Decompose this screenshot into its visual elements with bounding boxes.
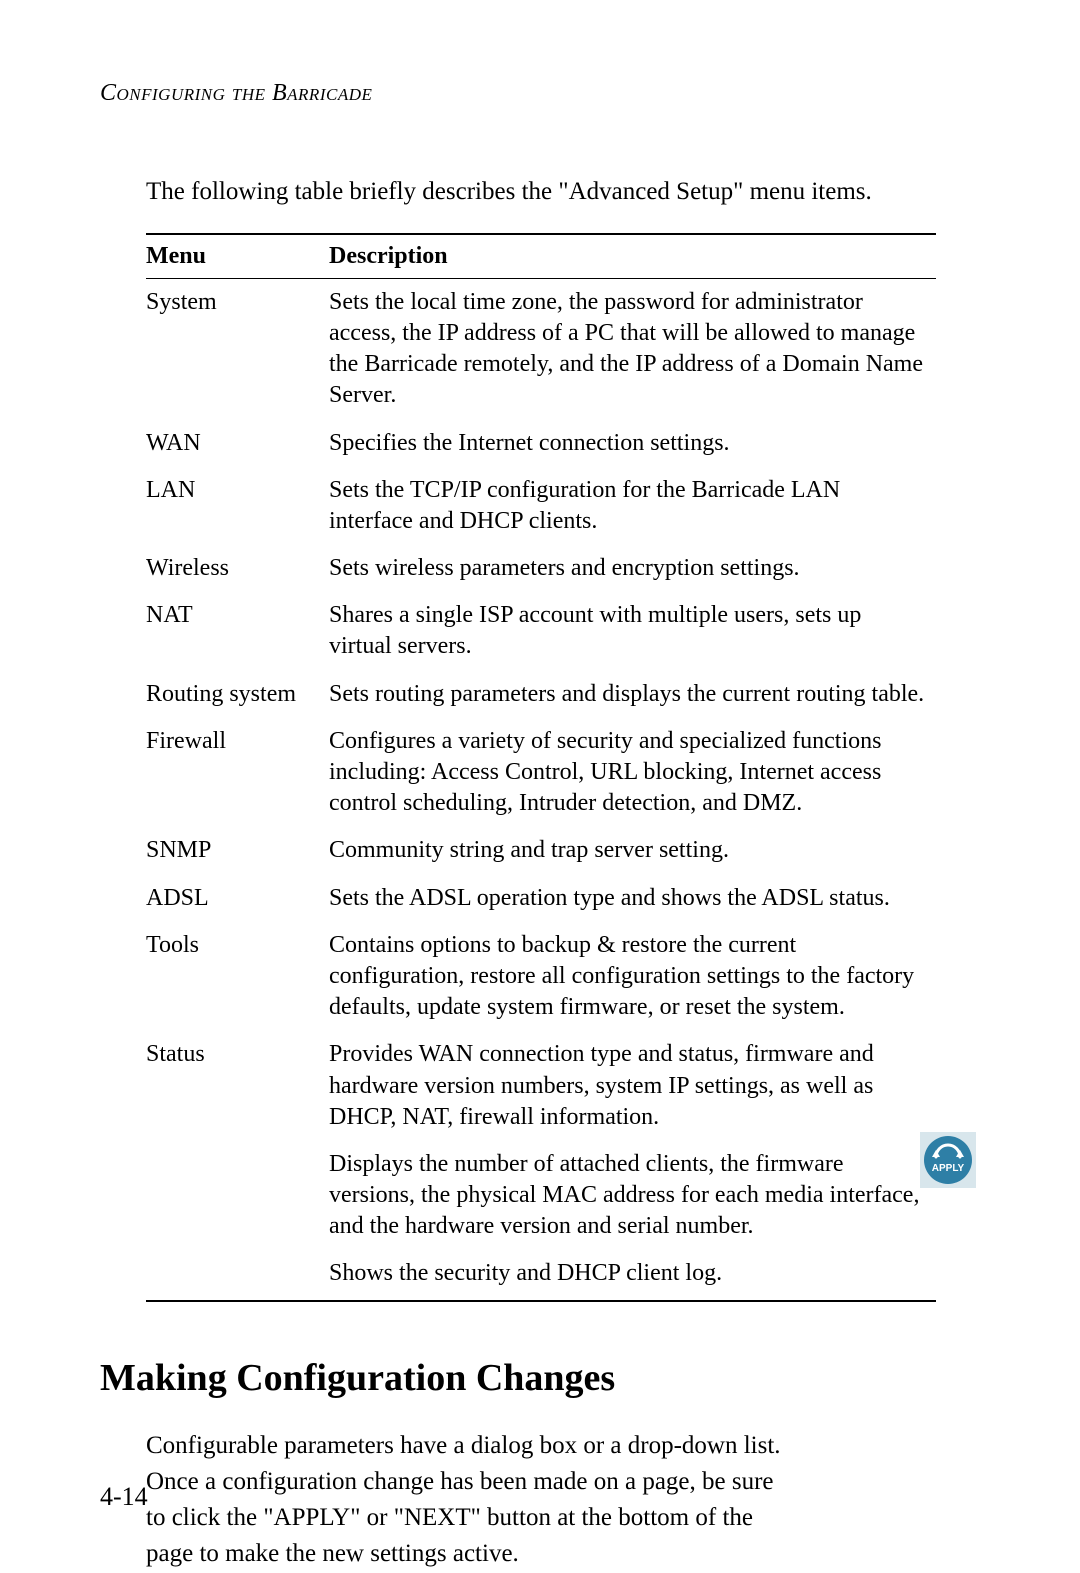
- table-row: SNMP Community string and trap server se…: [146, 827, 936, 874]
- table-row: ADSL Sets the ADSL operation type and sh…: [146, 875, 936, 922]
- page-number: 4-14: [100, 1482, 148, 1512]
- table-cell-menu: Routing system: [146, 671, 329, 718]
- table-row: Firewall Configures a variety of securit…: [146, 718, 936, 828]
- table-cell-menu: Wireless: [146, 545, 329, 592]
- table-cell-menu: ADSL: [146, 875, 329, 922]
- table-cell-menu: System: [146, 278, 329, 419]
- table-cell-desc: Sets the TCP/IP configuration for the Ba…: [329, 467, 936, 545]
- table-header-description: Description: [329, 234, 936, 279]
- table-cell-menu: Status: [146, 1031, 329, 1141]
- table-cell-desc: Sets wireless parameters and encryption …: [329, 545, 936, 592]
- table-cell-menu: LAN: [146, 467, 329, 545]
- table-header-menu: Menu: [146, 234, 329, 279]
- table-row: LAN Sets the TCP/IP configuration for th…: [146, 467, 936, 545]
- table-row: Wireless Sets wireless parameters and en…: [146, 545, 936, 592]
- table-cell-menu: SNMP: [146, 827, 329, 874]
- table-row: Status Provides WAN connection type and …: [146, 1031, 936, 1141]
- table-row: Displays the number of attached clients,…: [146, 1141, 936, 1251]
- table-cell-desc: Sets the ADSL operation type and shows t…: [329, 875, 936, 922]
- advanced-setup-table: Menu Description System Sets the local t…: [146, 233, 936, 1302]
- table-cell-desc: Shows the security and DHCP client log.: [329, 1250, 936, 1300]
- table-row: Routing system Sets routing parameters a…: [146, 671, 936, 718]
- table-row: Tools Contains options to backup & resto…: [146, 922, 936, 1032]
- table-cell-menu: Tools: [146, 922, 329, 1032]
- table-cell-desc: Community string and trap server setting…: [329, 827, 936, 874]
- table-row: Shows the security and DHCP client log.: [146, 1250, 936, 1300]
- table-cell-menu: Firewall: [146, 718, 329, 828]
- running-head: Configuring the Barricade: [100, 80, 980, 107]
- table-cell-menu: [146, 1250, 329, 1300]
- table-cell-desc: Contains options to backup & restore the…: [329, 922, 936, 1032]
- table-cell-desc: Sets the local time zone, the password f…: [329, 278, 936, 419]
- table-header-row: Menu Description: [146, 234, 936, 279]
- table-cell-desc: Shares a single ISP account with multipl…: [329, 592, 936, 670]
- table-row: WAN Specifies the Internet connection se…: [146, 420, 936, 467]
- table-cell-menu: WAN: [146, 420, 329, 467]
- table-cell-menu: [146, 1141, 329, 1251]
- body-paragraph: Configurable parameters have a dialog bo…: [146, 1428, 786, 1573]
- table-cell-menu: NAT: [146, 592, 329, 670]
- table-cell-desc: Displays the number of attached clients,…: [329, 1141, 936, 1251]
- apply-icon: APPLY: [920, 1132, 976, 1188]
- table-cell-desc: Specifies the Internet connection settin…: [329, 420, 936, 467]
- table-cell-desc: Configures a variety of security and spe…: [329, 718, 936, 828]
- table-cell-desc: Provides WAN connection type and status,…: [329, 1031, 936, 1141]
- table-row: NAT Shares a single ISP account with mul…: [146, 592, 936, 670]
- table-row: System Sets the local time zone, the pas…: [146, 278, 936, 419]
- section-heading: Making Configuration Changes: [100, 1356, 980, 1400]
- table-cell-desc: Sets routing parameters and displays the…: [329, 671, 936, 718]
- intro-paragraph: The following table briefly describes th…: [146, 175, 980, 209]
- svg-text:APPLY: APPLY: [932, 1163, 965, 1174]
